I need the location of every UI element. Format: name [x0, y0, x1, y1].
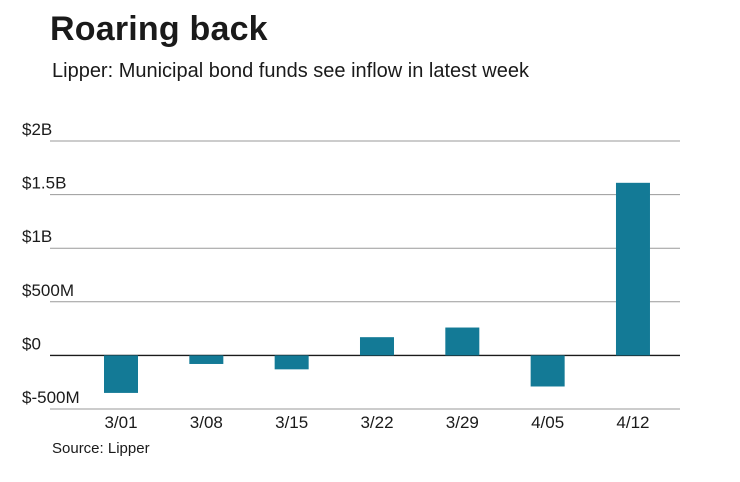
bar-3-29 [445, 327, 480, 356]
bar-4-12 [615, 182, 650, 356]
source-note: Source: Lipper [52, 440, 150, 457]
x-tick-labels: 3/01 3/08 3/15 3/22 3/29 4/05 4/12 [104, 413, 649, 432]
gridlines [50, 140, 680, 410]
bar-3-22 [359, 337, 394, 356]
y-tick-label: $-500M [22, 388, 80, 407]
y-tick-label: $1B [22, 227, 52, 246]
y-tick-labels: $2B $1.5B $1B $500M $0 $-500M [22, 120, 80, 407]
x-tick-label: 3/29 [446, 413, 479, 432]
chart-title: Roaring back [50, 10, 268, 48]
x-tick-label: 3/22 [360, 413, 393, 432]
chart-subtitle: Lipper: Municipal bond funds see inflow … [52, 60, 529, 82]
bar-3-08 [189, 355, 224, 364]
y-tick-label: $0 [22, 334, 41, 353]
x-tick-label: 3/08 [190, 413, 223, 432]
bar-3-15 [274, 355, 309, 370]
bar-3-01 [104, 355, 138, 393]
x-tick-label: 4/12 [616, 413, 649, 432]
y-tick-label: $500M [22, 281, 74, 300]
y-tick-label: $1.5B [22, 174, 66, 193]
x-tick-label: 3/01 [104, 413, 137, 432]
x-tick-label: 3/15 [275, 413, 308, 432]
x-tick-label: 4/05 [531, 413, 564, 432]
bars [104, 182, 650, 393]
y-tick-label: $2B [22, 120, 52, 139]
bar-4-05 [530, 355, 565, 387]
